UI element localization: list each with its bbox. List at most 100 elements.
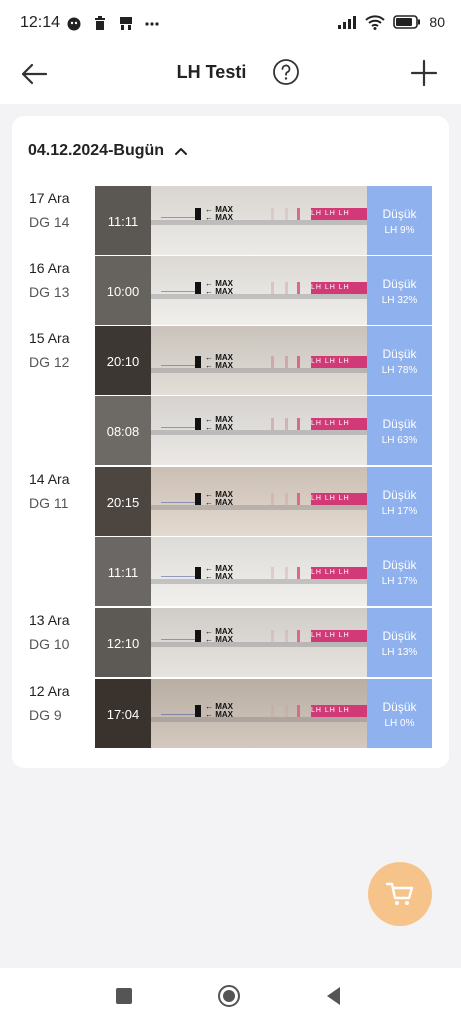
system-status: 80 [337,14,445,30]
lh-value: LH 13% [381,646,418,658]
result-label: Düşük [382,276,417,291]
test-date: 12 Ara [29,683,70,699]
strip-marker [195,418,201,430]
back-arrow-icon[interactable] [18,58,50,90]
test-date [29,398,99,422]
strip-print: LH LH LH [311,418,367,430]
control-line [297,567,300,579]
test-strip-photo[interactable]: 11:11 ← MAX ← MAX LH LH LH Düşük LH 9% [95,186,432,256]
test-time: 12:10 [95,608,151,677]
result-badge: Düşük LH 17% [367,467,432,536]
control-line [297,630,300,642]
signal-icon [338,16,357,29]
test-line [285,418,288,430]
lh-value: LH 63% [381,434,418,446]
test-strip-photo[interactable]: 20:15 ← MAX ← MAX LH LH LH Düşük LH 17% [95,467,432,537]
test-date-column: 12 Ara DG 9 [29,681,99,725]
cycle-day: DG 13 [29,284,70,300]
cycle-day: DG 14 [29,214,70,230]
lh-value: LH 0% [384,717,415,729]
test-line [285,356,288,368]
strip-edge [151,368,367,373]
test-strip-photo[interactable]: 10:00 ← MAX ← MAX LH LH LH Düşük LH 32% [95,256,432,326]
test-row[interactable]: 12 Ara DG 9 17:04 ← MAX ← MAX LH LH LH Düşük LH… [12,679,449,749]
wifi-icon [365,15,386,30]
strip-edge [151,642,367,647]
test-row[interactable]: 15 Ara DG 12 20:10 ← MAX ← MAX LH LH LH Düşük L… [12,326,449,396]
back-nav-icon[interactable] [322,984,346,1008]
test-date [29,539,99,563]
result-label: Düşük [382,487,417,502]
max-label: ← MAX ← MAX [205,353,233,370]
test-strip-photo[interactable]: 08:08 ← MAX ← MAX LH LH LH Düşük LH 63% [95,396,432,466]
strip-marker [195,356,201,368]
test-time: 20:10 [95,326,151,395]
lh-value: LH 17% [381,505,418,517]
date-range-header[interactable]: 04.12.2024-Bugün [28,142,188,160]
test-row[interactable]: 13 Ara DG 10 12:10 ← MAX ← MAX LH LH LH Düşük L… [12,608,449,678]
strip-image: ← MAX ← MAX LH LH LH [151,396,367,465]
test-strip-photo[interactable]: 20:10 ← MAX ← MAX LH LH LH Düşük LH 78% [95,326,432,396]
handwriting-mark [161,493,201,503]
test-line [271,208,274,220]
strip-edge [151,430,367,435]
recent-apps-icon[interactable] [112,984,136,1008]
strip-marker [195,567,201,579]
test-line [285,493,288,505]
add-icon[interactable] [409,58,439,88]
status-time: 12:14 [20,14,61,31]
control-line [297,356,300,368]
strip-edge [151,505,367,510]
result-label: Düşük [382,628,417,643]
test-row[interactable]: 17 Ara DG 14 11:11 ← MAX ← MAX LH LH LH Düşük L… [12,186,449,256]
control-line [297,282,300,294]
handwriting-mark [161,208,201,218]
test-line [271,282,274,294]
cycle-day: DG 12 [29,354,70,370]
shop-cart-button[interactable] [368,862,432,926]
max-label: ← MAX ← MAX [205,415,233,432]
cycle-day [29,422,99,442]
test-time: 20:15 [95,467,151,536]
more-notifications-icon [145,22,159,26]
strip-image: ← MAX ← MAX LH LH LH [151,608,367,677]
strip-image: ← MAX ← MAX LH LH LH [151,326,367,395]
test-line [285,705,288,717]
test-line [285,630,288,642]
lh-value: LH 32% [381,294,418,306]
chevron-up-icon[interactable] [174,146,188,156]
test-date-column [29,398,99,442]
strip-print: LH LH LH [311,493,367,505]
test-row[interactable]: 08:08 ← MAX ← MAX LH LH LH Düşük LH 63% [12,396,449,466]
test-row[interactable]: 16 Ara DG 13 10:00 ← MAX ← MAX LH LH LH Düşük L… [12,256,449,326]
test-date-column: 14 Ara DG 11 [29,469,99,513]
date-range-label: 04.12.2024-Bugün [28,142,165,159]
help-icon[interactable] [272,58,300,86]
handwriting-mark [161,282,201,292]
max-label: ← MAX ← MAX [205,205,233,222]
test-history-card: 04.12.2024-Bugün 17 Ara DG 14 11:11 ← MAX ← … [12,116,449,768]
test-date-column [29,539,99,583]
test-row[interactable]: 11:11 ← MAX ← MAX LH LH LH Düşük LH 17% [12,537,449,607]
test-strip-photo[interactable]: 12:10 ← MAX ← MAX LH LH LH Düşük LH 13% [95,608,432,678]
page-title: LH Testi [176,62,247,82]
test-date: 15 Ara [29,330,70,346]
test-time: 11:11 [95,537,151,606]
result-label: Düşük [382,206,417,221]
strip-print: LH LH LH [311,630,367,642]
app-bar: LH Testi [0,48,461,104]
strip-print: LH LH LH [311,282,367,294]
test-row[interactable]: 14 Ara DG 11 20:15 ← MAX ← MAX LH LH LH Düşük L… [12,467,449,537]
test-strip-photo[interactable]: 11:11 ← MAX ← MAX LH LH LH Düşük LH 17% [95,537,432,607]
test-strip-photo[interactable]: 17:04 ← MAX ← MAX LH LH LH Düşük LH 0% [95,679,432,749]
test-date-column: 16 Ara DG 13 [29,258,99,302]
control-line [297,705,300,717]
home-icon[interactable] [217,984,241,1008]
test-line [285,282,288,294]
max-label: ← MAX ← MAX [205,702,233,719]
cycle-day: DG 10 [29,636,70,652]
test-time: 10:00 [95,256,151,325]
test-date: 17 Ara [29,190,70,206]
max-label: ← MAX ← MAX [205,564,233,581]
result-label: Düşük [382,416,417,431]
